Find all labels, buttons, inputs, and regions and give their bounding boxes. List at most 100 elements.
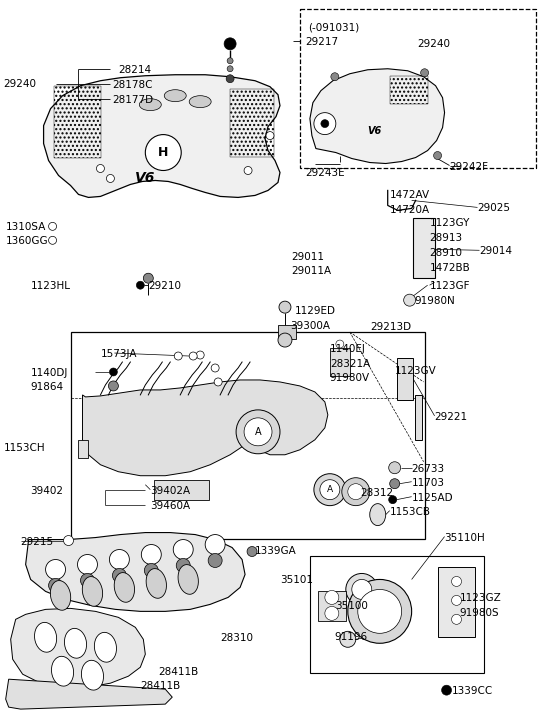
Text: 29210: 29210: [148, 281, 181, 292]
Text: 1140DJ: 1140DJ: [31, 368, 68, 378]
Text: 29243E: 29243E: [305, 169, 344, 179]
Circle shape: [136, 281, 144, 289]
Polygon shape: [26, 533, 245, 611]
Circle shape: [77, 555, 98, 574]
Text: 29025: 29025: [477, 204, 511, 214]
Circle shape: [390, 478, 399, 489]
Text: 1123GY: 1123GY: [429, 218, 470, 228]
Text: 29215: 29215: [21, 537, 54, 547]
Circle shape: [49, 222, 57, 230]
Circle shape: [389, 496, 397, 504]
Ellipse shape: [370, 504, 386, 526]
Circle shape: [421, 69, 428, 77]
Text: 1123HL: 1123HL: [31, 281, 71, 292]
Circle shape: [176, 558, 190, 572]
Text: 1472AV: 1472AV: [390, 190, 430, 201]
Text: 29242F: 29242F: [450, 161, 488, 172]
Circle shape: [404, 294, 416, 306]
Text: 28177D: 28177D: [112, 95, 154, 105]
Bar: [330, 348, 350, 376]
Text: 91980N: 91980N: [415, 296, 456, 306]
Text: 1573JA: 1573JA: [100, 349, 137, 359]
Text: 29014: 29014: [480, 246, 512, 257]
Text: 39402A: 39402A: [150, 486, 190, 496]
Text: 29240: 29240: [4, 79, 37, 89]
Circle shape: [320, 480, 340, 499]
Polygon shape: [310, 69, 445, 164]
Circle shape: [227, 65, 233, 72]
Circle shape: [336, 340, 344, 348]
Text: (-091031): (-091031): [308, 23, 359, 33]
Text: 29213D: 29213D: [370, 322, 411, 332]
Text: A: A: [255, 427, 262, 437]
Ellipse shape: [64, 628, 87, 658]
Text: 1153CH: 1153CH: [4, 443, 45, 453]
Circle shape: [143, 273, 153, 284]
Text: 1123GV: 1123GV: [395, 366, 437, 376]
Text: 39402: 39402: [31, 486, 64, 496]
Ellipse shape: [189, 96, 211, 108]
Bar: [278, 325, 296, 339]
Circle shape: [244, 418, 272, 446]
Circle shape: [314, 113, 336, 134]
Text: 1472BB: 1472BB: [429, 263, 470, 273]
Text: 28214: 28214: [118, 65, 152, 75]
Circle shape: [452, 595, 462, 606]
Circle shape: [452, 614, 462, 624]
Circle shape: [173, 539, 193, 560]
Circle shape: [174, 352, 182, 360]
Text: 39300A: 39300A: [290, 321, 330, 331]
Circle shape: [226, 75, 234, 83]
Circle shape: [325, 590, 339, 604]
Text: 1125AD: 1125AD: [411, 493, 453, 502]
Ellipse shape: [140, 99, 161, 111]
Polygon shape: [82, 380, 328, 475]
Ellipse shape: [82, 577, 102, 606]
Text: 1310SA: 1310SA: [5, 222, 46, 233]
Ellipse shape: [164, 89, 186, 102]
Bar: [70, 332, 425, 539]
Circle shape: [110, 368, 117, 376]
Circle shape: [321, 120, 329, 128]
Text: 91980S: 91980S: [459, 608, 499, 619]
Circle shape: [314, 474, 346, 506]
Circle shape: [452, 577, 462, 587]
Bar: [438, 568, 475, 638]
Circle shape: [110, 550, 129, 569]
Polygon shape: [44, 75, 280, 198]
Circle shape: [49, 579, 63, 593]
Text: 1123GF: 1123GF: [429, 281, 470, 292]
Circle shape: [279, 301, 291, 313]
Text: 28910: 28910: [429, 249, 463, 258]
Circle shape: [227, 57, 233, 64]
Text: 1123GZ: 1123GZ: [459, 593, 501, 603]
Circle shape: [346, 574, 378, 606]
Bar: [154, 480, 209, 499]
Text: V6: V6: [368, 126, 382, 136]
Circle shape: [342, 478, 370, 506]
Circle shape: [214, 378, 222, 386]
Bar: [230, 89, 274, 156]
Polygon shape: [415, 395, 422, 440]
Circle shape: [348, 483, 364, 499]
Bar: [53, 86, 101, 158]
Circle shape: [224, 38, 236, 50]
Ellipse shape: [51, 656, 74, 686]
Circle shape: [247, 547, 257, 556]
Circle shape: [389, 462, 401, 474]
Circle shape: [112, 569, 126, 582]
Circle shape: [196, 351, 204, 359]
Circle shape: [46, 560, 65, 579]
Text: 28310: 28310: [220, 633, 253, 643]
Circle shape: [340, 631, 356, 647]
Text: 35100: 35100: [335, 601, 368, 611]
Bar: [397, 358, 413, 400]
Text: A: A: [327, 485, 333, 494]
Text: 28312: 28312: [360, 488, 393, 498]
Circle shape: [108, 381, 118, 391]
Circle shape: [348, 579, 411, 643]
Text: 26733: 26733: [411, 464, 445, 474]
Text: 39460A: 39460A: [150, 501, 190, 510]
Bar: [390, 76, 428, 104]
Text: 28411B: 28411B: [141, 681, 180, 691]
